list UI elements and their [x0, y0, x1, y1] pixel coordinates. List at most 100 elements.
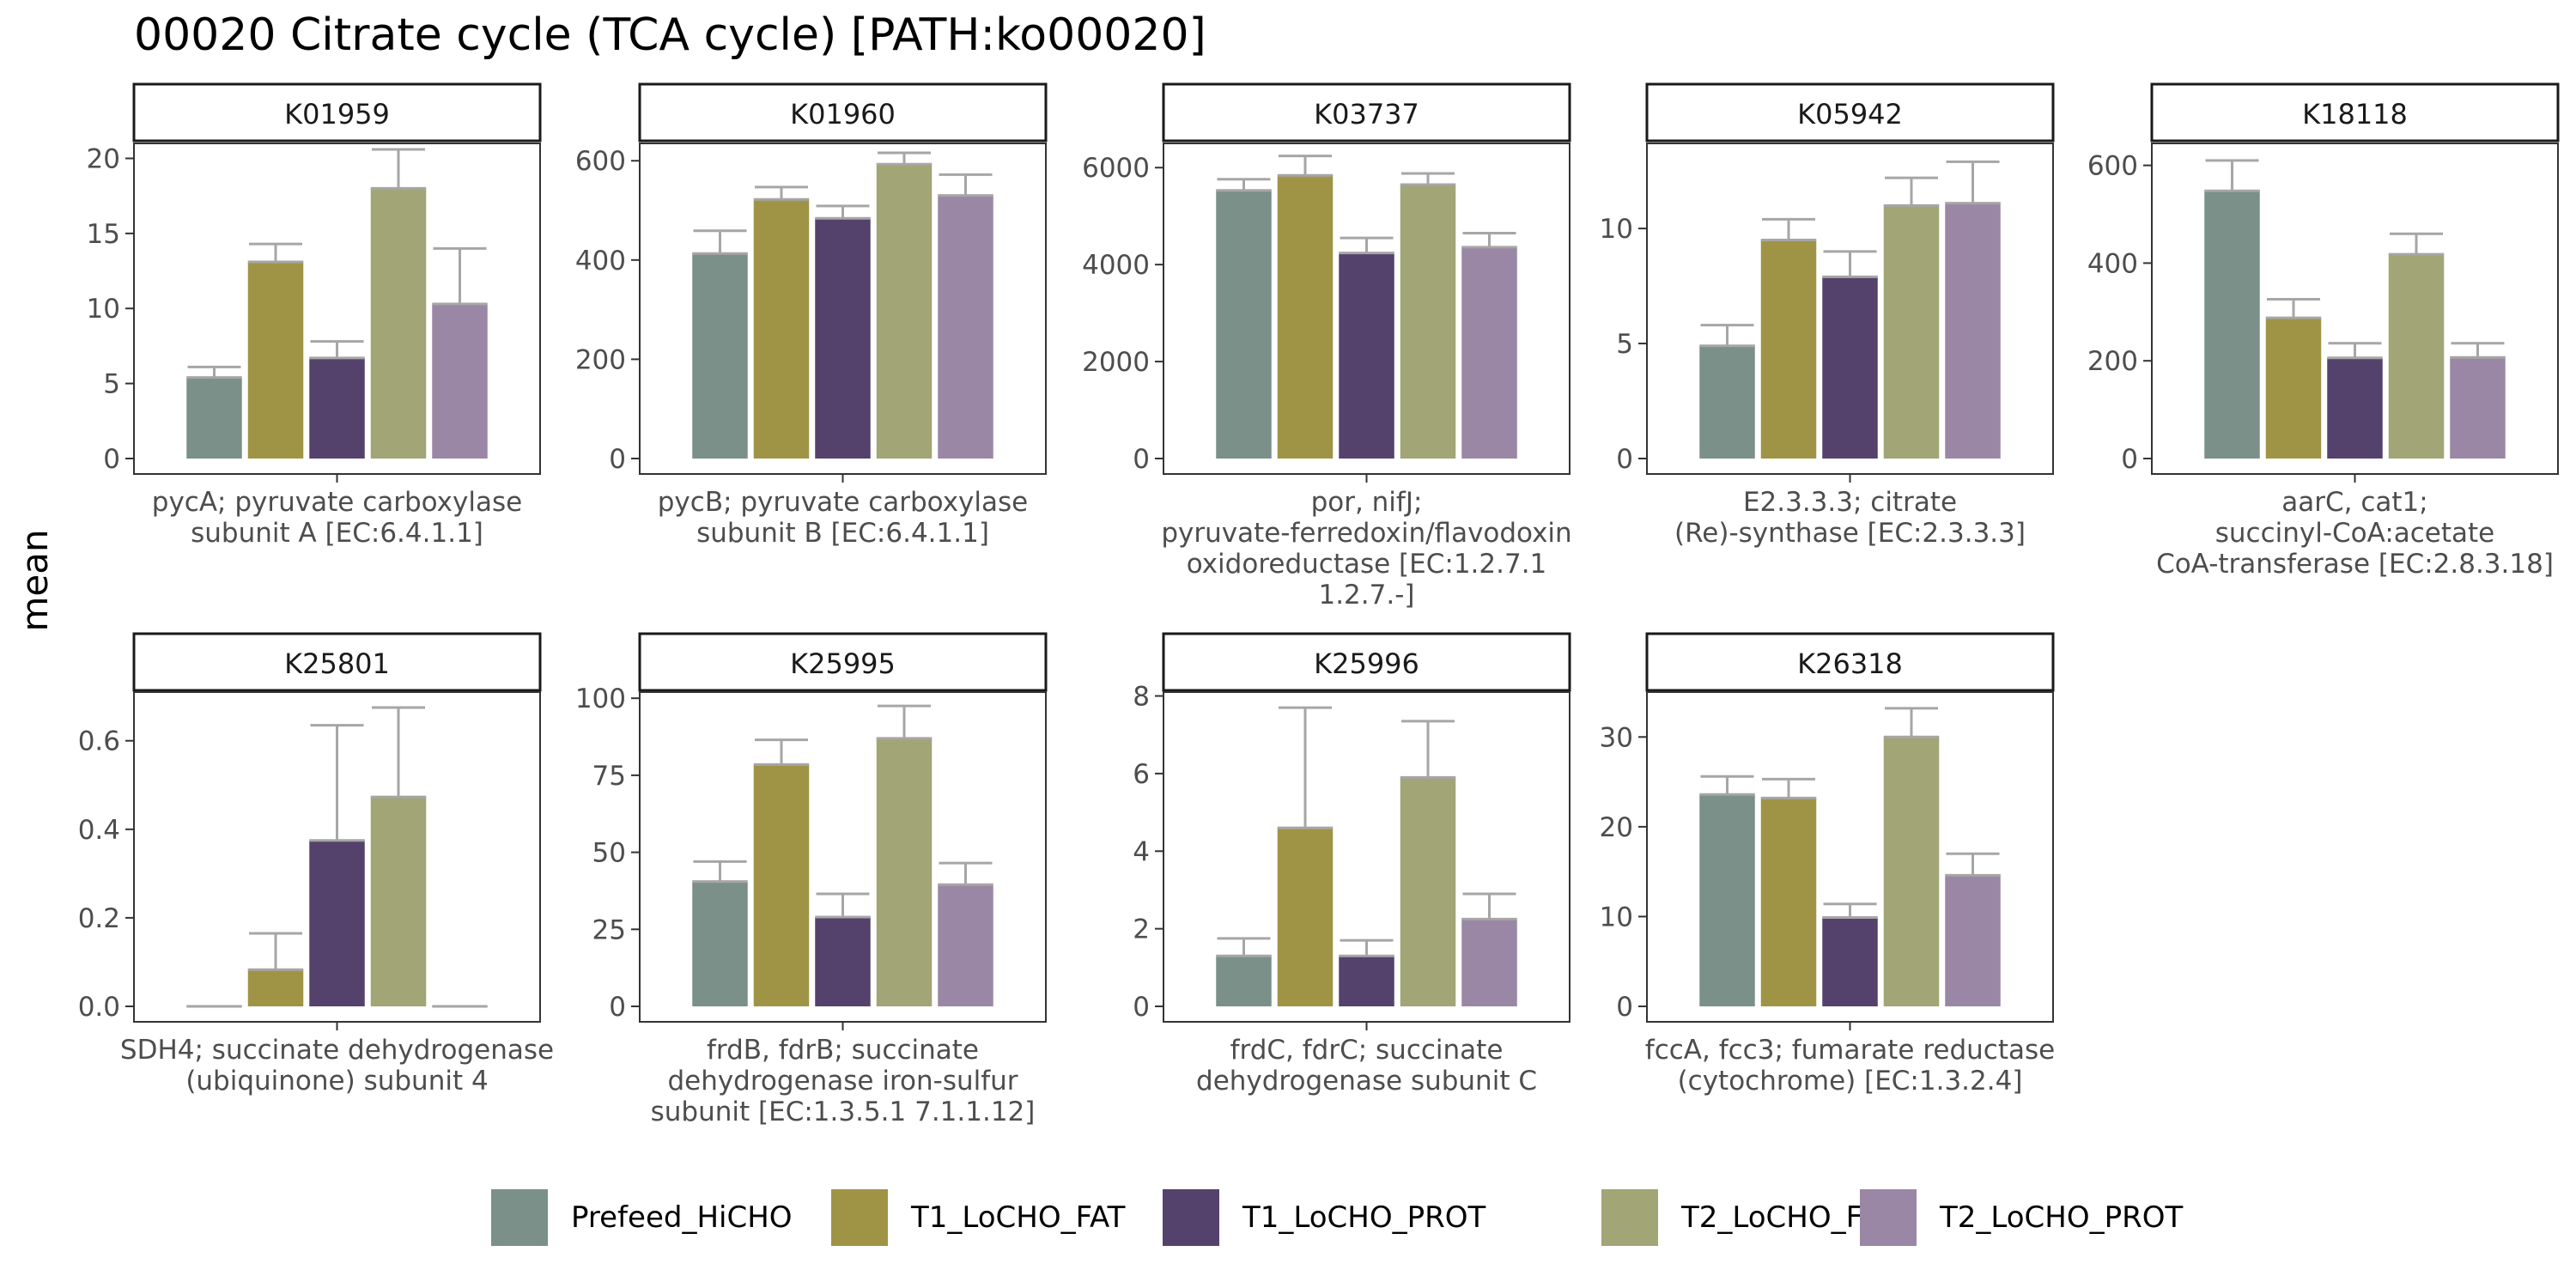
x-axis-label: subunit A [EC:6.4.1.1]	[191, 518, 483, 549]
x-axis-label: SDH4; succinate dehydrogenase	[120, 1035, 554, 1066]
y-tick-label: 0	[1133, 444, 1150, 475]
y-tick-label: 50	[592, 838, 626, 869]
legend-label: T2_LoCHO_FAT	[1680, 1200, 1896, 1235]
facet-strip	[638, 632, 1048, 692]
y-tick-label: 400	[2087, 248, 2138, 279]
legend-item-T2_LoCHO_PROT: T2_LoCHO_PROT	[1860, 1189, 2184, 1246]
bar-Prefeed_HiCHO	[1699, 794, 1755, 1006]
bar-T1_LoCHO_FAT	[1760, 798, 1817, 1006]
facet-panel-K01960: K01960 0 200 400 600 pycB; pyruvate carboxyla…	[575, 82, 1048, 549]
y-tick-label: 0	[1133, 992, 1150, 1023]
legend-label: T1_LoCHO_PROT	[1242, 1200, 1486, 1235]
facet-panel-K03737: K03737 0 2000 4000 6000 por, nifJ;pyruvate-fe…	[1082, 82, 1572, 611]
y-tick-label: 30	[1600, 722, 1633, 753]
y-tick-label: 200	[2087, 346, 2138, 377]
y-tick-label: 0	[1616, 992, 1633, 1023]
bar-Prefeed_HiCHO	[2204, 191, 2260, 459]
y-tick-label: 2	[1133, 914, 1150, 945]
y-tick-label: 2000	[1082, 347, 1150, 378]
y-tick-label: 10	[87, 294, 120, 325]
x-axis-label: dehydrogenase iron-sulfur	[667, 1066, 1018, 1097]
facet-strip-label: K25801	[284, 647, 390, 680]
y-tick-label: 0.0	[78, 992, 120, 1023]
legend-item-Prefeed_HiCHO: Prefeed_HiCHO	[491, 1189, 793, 1246]
legend-swatch	[491, 1189, 548, 1246]
bar-T2_LoCHO_PROT	[432, 303, 488, 459]
x-axis-label: CoA-transferase [EC:2.8.3.18]	[2156, 549, 2554, 580]
bar-T1_LoCHO_PROT	[1822, 917, 1878, 1006]
x-axis-label: (Re)-synthase [EC:2.3.3.3]	[1674, 518, 2026, 549]
facet-strip-label: K05942	[1797, 98, 1903, 131]
bar-T1_LoCHO_PROT	[2327, 357, 2383, 459]
bar-Prefeed_HiCHO	[692, 881, 748, 1006]
facet-strip	[1645, 82, 2055, 143]
legend-label: Prefeed_HiCHO	[571, 1200, 793, 1235]
legend-label: T1_LoCHO_FAT	[910, 1200, 1126, 1235]
facet-strip	[132, 82, 542, 143]
y-tick-label: 0.6	[78, 726, 120, 757]
x-axis-label: succinyl-CoA:acetate	[2215, 518, 2495, 549]
bar-T2_LoCHO_FAT	[1883, 737, 1940, 1006]
bar-T1_LoCHO_PROT	[815, 218, 871, 459]
bar-T2_LoCHO_FAT	[876, 164, 933, 459]
y-tick-label: 0	[609, 444, 626, 475]
y-tick-label: 10	[1600, 214, 1633, 245]
bar-T1_LoCHO_PROT	[815, 916, 871, 1006]
x-axis-label: frdC, fdrC; succinate	[1230, 1035, 1504, 1066]
y-tick-label: 200	[575, 344, 626, 375]
facet-panel-K05942: K05942 0 5 10 E2.3.3.3; citrate(Re)-synthase…	[1600, 82, 2055, 549]
facet-strip	[638, 82, 1048, 143]
bar-Prefeed_HiCHO	[1699, 345, 1755, 459]
bar-T2_LoCHO_PROT	[1461, 246, 1517, 459]
y-tick-label: 0	[1616, 444, 1633, 475]
y-tick-label: 600	[2087, 151, 2138, 182]
x-axis-label: dehydrogenase subunit C	[1196, 1066, 1537, 1097]
bar-T1_LoCHO_FAT	[753, 764, 810, 1006]
y-tick-label: 15	[87, 219, 120, 250]
x-axis-label: pycB; pyruvate carboxylase	[658, 487, 1028, 518]
y-tick-label: 20	[1600, 812, 1633, 843]
facet-panel-K25995: K25995 0 25 50 75 100 frdB, fdrB; succinatedeh…	[575, 632, 1048, 1127]
y-axis-title: mean	[14, 529, 56, 631]
bar-T1_LoCHO_FAT	[247, 262, 304, 459]
legend-swatch	[1860, 1189, 1917, 1246]
y-tick-label: 5	[1616, 329, 1633, 360]
x-axis-label: subunit [EC:1.3.5.1 7.1.1.12]	[651, 1097, 1036, 1127]
y-tick-label: 100	[575, 683, 626, 714]
bar-T2_LoCHO_FAT	[2388, 254, 2445, 459]
bar-T2_LoCHO_FAT	[1400, 184, 1456, 459]
bar-T2_LoCHO_FAT	[876, 738, 933, 1006]
bar-T2_LoCHO_PROT	[2450, 357, 2506, 459]
facet-strip	[1162, 632, 1571, 692]
y-tick-label: 0.4	[78, 815, 120, 846]
x-axis-label: 1.2.7.-]	[1318, 580, 1414, 611]
bar-T2_LoCHO_FAT	[1883, 205, 1940, 459]
x-axis-label: E2.3.3.3; citrate	[1743, 487, 1957, 518]
x-axis-label: oxidoreductase [EC:1.2.7.1	[1187, 549, 1547, 580]
legend-swatch	[1601, 1189, 1658, 1246]
legend-swatch	[831, 1189, 888, 1246]
legend: Prefeed_HiCHO T1_LoCHO_FAT T1_LoCHO_PROT T2…	[491, 1189, 2184, 1246]
bar-T1_LoCHO_PROT	[309, 840, 365, 1006]
x-axis-label: aarC, cat1;	[2281, 487, 2427, 518]
y-tick-label: 5	[103, 369, 120, 400]
facet-strip-label: K26318	[1797, 647, 1903, 680]
bar-T1_LoCHO_FAT	[753, 199, 810, 459]
y-tick-label: 20	[87, 143, 120, 174]
x-axis-label: por, nifJ;	[1311, 487, 1423, 518]
bar-T2_LoCHO_PROT	[938, 884, 993, 1006]
bar-T1_LoCHO_PROT	[1339, 252, 1394, 459]
x-axis-label: subunit B [EC:6.4.1.1]	[696, 518, 989, 549]
bar-T1_LoCHO_FAT	[247, 969, 304, 1006]
y-tick-label: 400	[575, 246, 626, 276]
y-tick-label: 10	[1600, 902, 1633, 933]
facet-strip	[1162, 82, 1571, 143]
bar-T1_LoCHO_FAT	[1277, 175, 1334, 459]
facet-panel-K26318: K26318 0 10 20 30 fccA, fcc3; fumarate reduct…	[1600, 632, 2055, 1097]
y-tick-label: 0	[2121, 444, 2138, 475]
bar-T2_LoCHO_FAT	[370, 797, 427, 1006]
bar-Prefeed_HiCHO	[186, 377, 242, 459]
bar-T2_LoCHO_PROT	[1461, 919, 1517, 1006]
